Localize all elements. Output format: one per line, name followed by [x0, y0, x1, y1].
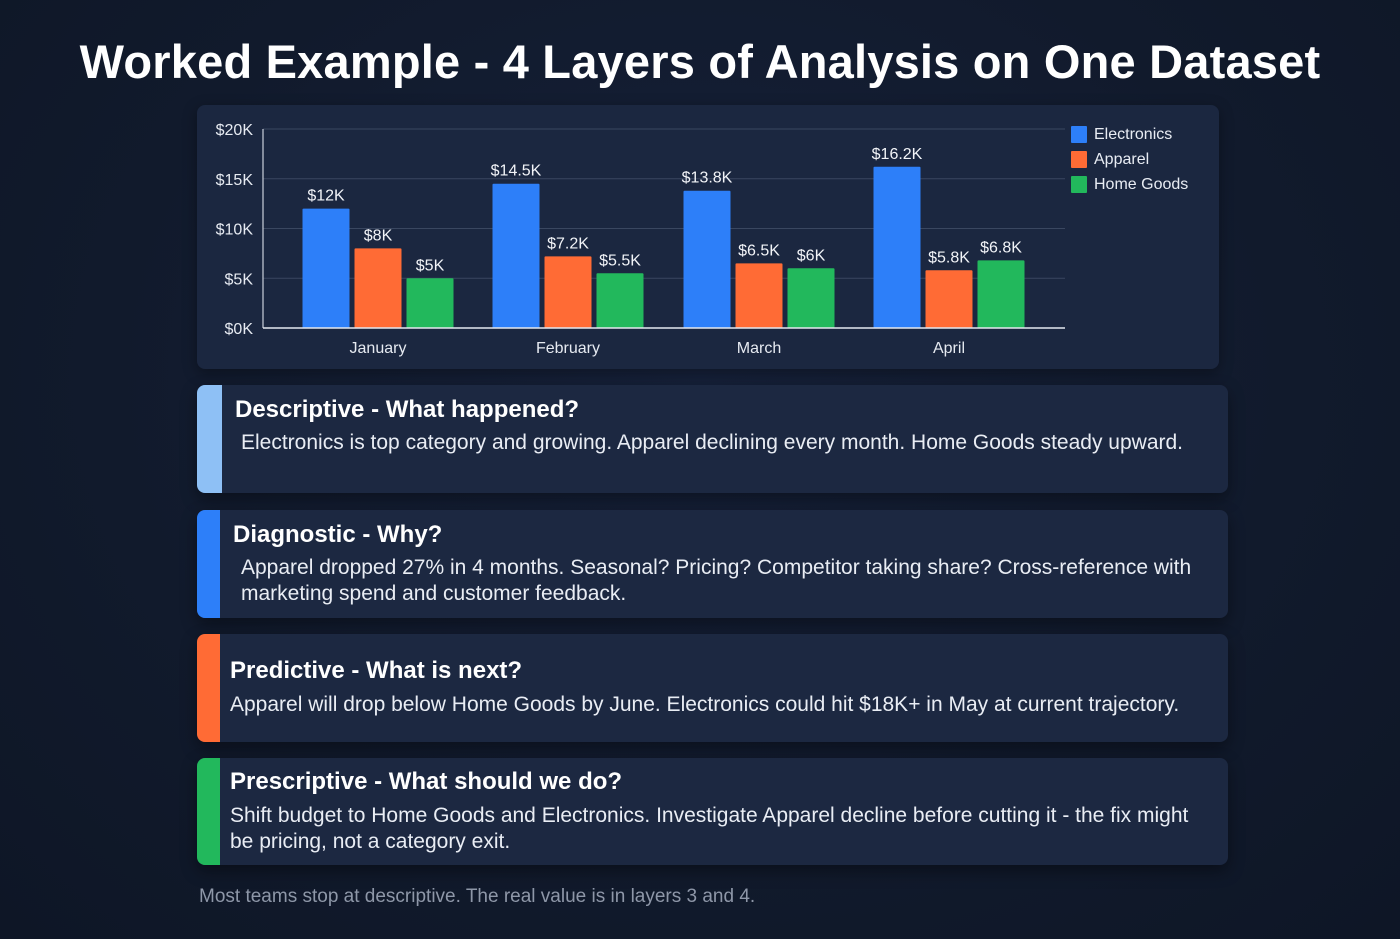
legend-label: Apparel — [1094, 150, 1150, 168]
legend-swatch-icon — [1071, 126, 1087, 143]
bar-value-label: $8K — [364, 227, 393, 244]
layer-card-diagnostic: Diagnostic - Why? Apparel dropped 27% in … — [197, 510, 1228, 618]
bar-value-label: $14.5K — [491, 163, 542, 180]
legend-item: Home Goods — [1071, 172, 1188, 197]
layer-description: Apparel dropped 27% in 4 months. Seasona… — [241, 556, 1192, 605]
bar-electronics — [492, 183, 540, 328]
card-accent-bar — [197, 510, 220, 618]
bar-value-label: $16.2K — [872, 146, 923, 163]
y-tick-label: $5K — [225, 271, 254, 288]
layer-card-predictive: Predictive - What is next? Apparel will d… — [197, 634, 1228, 742]
y-tick-label: $10K — [216, 222, 254, 239]
legend-swatch-icon — [1071, 151, 1087, 168]
bar-value-label: $5.8K — [928, 249, 970, 266]
legend-label: Home Goods — [1094, 175, 1189, 193]
bar-apparel — [735, 263, 783, 328]
bar-home-goods — [977, 260, 1025, 328]
bar-home-goods — [596, 273, 644, 328]
bar-value-label: $5K — [416, 257, 445, 274]
bar-home-goods — [787, 268, 835, 328]
bar-home-goods — [406, 278, 454, 328]
page-title: Worked Example - 4 Layers of Analysis on… — [79, 35, 1321, 88]
layer-card-prescriptive: Prescriptive - What should we do? Shift b… — [197, 758, 1228, 865]
card-accent-bar — [197, 385, 222, 493]
bar-value-label: $13.8K — [682, 170, 733, 187]
bar-value-label: $7.2K — [547, 235, 589, 252]
bar-value-label: $6K — [797, 247, 826, 264]
bar-value-label: $12K — [307, 188, 345, 205]
legend-swatch-icon — [1071, 176, 1087, 193]
layer-card-descriptive: Descriptive - What happened? Electronics … — [197, 385, 1228, 493]
bar-apparel — [925, 270, 973, 328]
bar-chart-panel: $0K $5K $10K $15K $20K $12K $8K $5K January $14.5… — [197, 105, 1219, 369]
y-tick-label: $15K — [216, 172, 254, 189]
bar-electronics — [302, 208, 350, 328]
y-tick-label: $0K — [225, 321, 254, 338]
legend-label: Electronics — [1094, 125, 1173, 143]
bar-chart: $0K $5K $10K $15K $20K $12K $8K $5K January $14.5… — [216, 122, 1065, 357]
footer-note: Most teams stop at descriptive. The real… — [199, 886, 756, 907]
layer-title: Predictive - What is next? — [230, 657, 523, 684]
layer-description: Apparel will drop below Home Goods by Ju… — [230, 693, 1180, 716]
card-accent-bar — [197, 758, 220, 865]
bar-apparel — [544, 256, 592, 328]
layer-title: Descriptive - What happened? — [235, 396, 580, 423]
chart-legend: Electronics Apparel Home Goods — [1071, 122, 1188, 197]
bar-value-label: $6.8K — [980, 239, 1022, 256]
x-tick-label: January — [350, 340, 407, 357]
bar-value-label: $5.5K — [599, 252, 641, 269]
card-accent-bar — [197, 634, 220, 742]
bar-electronics — [873, 166, 921, 328]
legend-item: Electronics — [1071, 122, 1188, 147]
layer-title: Diagnostic - Why? — [233, 521, 443, 548]
layer-description: Shift budget to Home Goods and Electroni… — [230, 804, 1189, 853]
x-tick-label: April — [933, 340, 965, 357]
bar-apparel — [354, 248, 402, 328]
bar-electronics — [683, 190, 731, 328]
layer-description: Electronics is top category and growing.… — [241, 431, 1184, 454]
x-tick-label: March — [737, 340, 781, 357]
layer-title: Prescriptive - What should we do? — [230, 768, 623, 795]
legend-item: Apparel — [1071, 147, 1188, 172]
bar-value-label: $6.5K — [738, 242, 780, 259]
x-tick-label: February — [536, 340, 600, 357]
y-tick-label: $20K — [216, 122, 254, 139]
